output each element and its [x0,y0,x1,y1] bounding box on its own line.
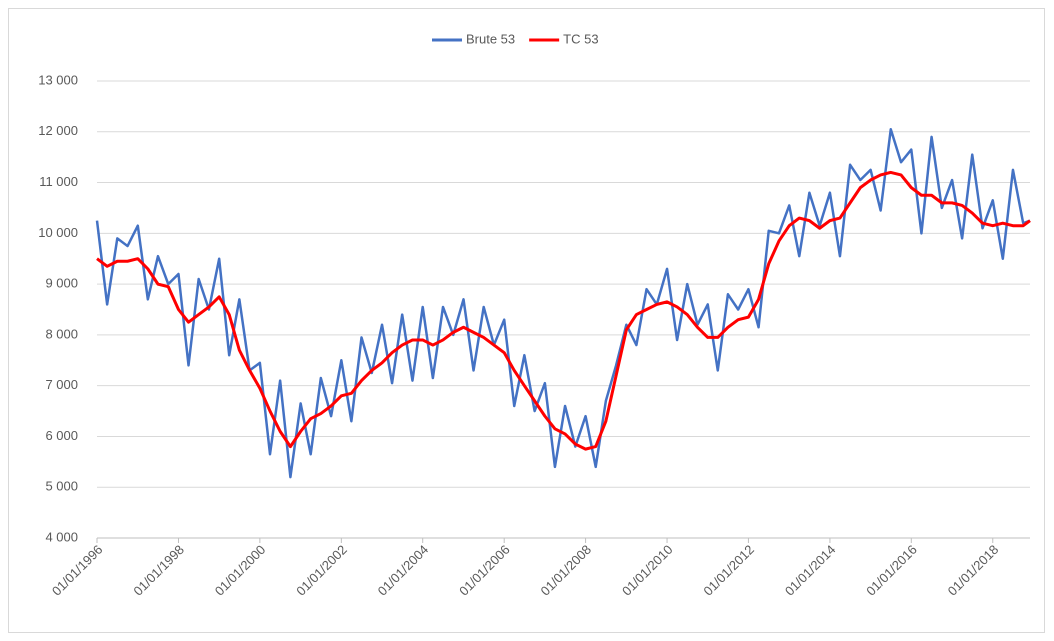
y-tick-label: 5 000 [45,479,78,494]
y-tick-label: 9 000 [45,276,78,291]
y-tick-label: 12 000 [38,123,78,138]
series-line [95,127,1031,479]
y-tick-label: 6 000 [45,428,78,443]
legend-label: Brute 53 [466,31,515,46]
chart-frame [8,8,1045,633]
y-tick-label: 8 000 [45,326,78,341]
y-tick-label: 13 000 [38,72,78,87]
legend-label: TC 53 [563,31,598,46]
y-tick-label: 10 000 [38,225,78,240]
y-tick-label: 7 000 [45,377,78,392]
series-line [96,170,1031,451]
y-tick-label: 11 000 [39,174,78,189]
y-tick-label: 4 000 [45,529,78,544]
